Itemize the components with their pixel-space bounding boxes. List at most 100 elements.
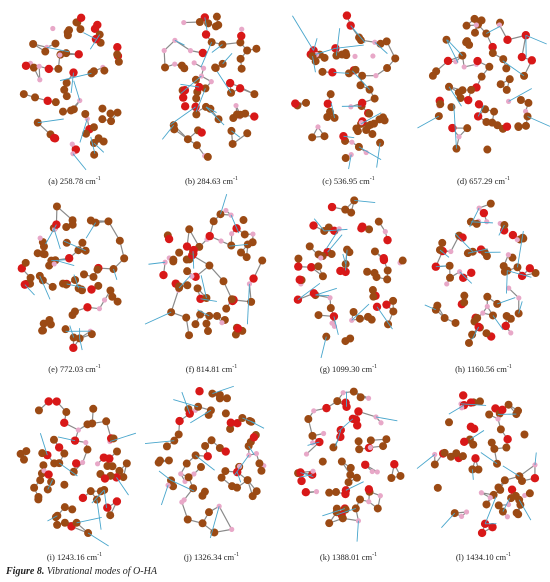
carbon-atom — [60, 449, 69, 458]
carbon-atom — [62, 78, 71, 87]
carbon-atom — [369, 292, 378, 301]
carbon-atom — [192, 141, 201, 150]
molecule-structure-h — [424, 199, 540, 347]
vibration-vector — [222, 53, 233, 65]
hydrogen-atom — [315, 124, 321, 130]
oxygen-atom — [44, 397, 53, 406]
carbon-atom — [329, 443, 338, 452]
carbon-atom — [258, 256, 267, 265]
mode-frequency: (d) 657.29 cm — [457, 175, 505, 186]
vibration-vector — [47, 515, 58, 522]
vibration-vector — [351, 303, 370, 321]
mode-frequency: (k) 1388.01 cm — [319, 551, 373, 562]
vibration-vector — [439, 249, 450, 258]
carbon-atom — [34, 495, 43, 504]
carbon-atom — [45, 315, 54, 324]
vibration-vector — [350, 25, 366, 43]
mode-panel-i: (i) 1243.16 cm-1 — [6, 380, 143, 563]
hydrogen-atom — [496, 22, 503, 28]
vibration-vector — [326, 228, 340, 249]
hydrogen-atom — [161, 47, 167, 54]
carbon-atom — [38, 449, 47, 458]
carbon-atom — [174, 430, 183, 439]
vibration-vector — [333, 72, 349, 74]
carbon-atom — [239, 216, 248, 225]
carbon-atom — [252, 44, 261, 53]
vibration-vector — [322, 508, 346, 517]
vibration-vector — [424, 304, 437, 311]
carbon-atom — [318, 457, 327, 466]
oxygen-atom — [328, 68, 337, 77]
carbon-atom — [21, 258, 30, 267]
hydrogen-atom — [229, 526, 235, 532]
displacement-vectors — [144, 194, 250, 325]
hydrogen-atom — [36, 63, 42, 69]
carbon-atom — [446, 273, 455, 282]
carbon-atom — [383, 275, 392, 284]
carbon-atom — [499, 55, 508, 64]
carbon-atom — [183, 267, 192, 276]
oxygen-atom — [383, 235, 392, 245]
carbon-atom — [205, 261, 214, 270]
carbon-atom — [106, 511, 115, 520]
hydrogen-atom — [218, 238, 224, 244]
carbon-atom — [374, 217, 383, 226]
vibration-vector — [376, 142, 381, 168]
vibration-vector — [345, 481, 364, 491]
carbon-atom — [81, 110, 90, 119]
hydrogen-atom — [478, 490, 484, 496]
oxygen-atom — [189, 245, 198, 255]
molecule-structure-b — [161, 12, 261, 161]
vibration-vector — [335, 429, 342, 447]
carbon-atom — [65, 26, 74, 35]
carbon-atom — [305, 242, 314, 251]
atoms — [291, 11, 400, 163]
carbon-atom — [83, 445, 92, 454]
carbon-atom — [19, 90, 28, 99]
hydrogen-atom — [463, 509, 470, 515]
carbon-atom — [36, 476, 45, 485]
hydrogen-atom — [378, 420, 384, 426]
carbon-atom — [98, 104, 107, 113]
vibration-vector — [453, 104, 457, 149]
carbon-atom — [463, 249, 472, 258]
carbon-atom — [524, 98, 533, 107]
atoms — [19, 13, 123, 159]
carbon-atom — [483, 145, 492, 154]
vibration-vector — [79, 118, 88, 143]
figure-caption-title: Vibrational modes of O-HA — [46, 566, 157, 577]
molecule-structure-f — [144, 194, 267, 340]
vibration-vector — [76, 517, 102, 524]
oxygen-atom — [530, 474, 540, 483]
hydrogen-atom — [200, 65, 207, 71]
hydrogen-atom — [340, 390, 346, 396]
vibration-vector — [477, 105, 485, 117]
vibration-vector — [320, 336, 327, 359]
oxygen-atom — [113, 42, 122, 52]
carbon-atom — [387, 473, 396, 482]
carbon-atom — [372, 273, 381, 282]
vibration-vector — [173, 399, 199, 408]
carbon-atom — [169, 482, 178, 491]
carbon-atom — [472, 219, 481, 228]
carbon-atom — [362, 125, 371, 134]
carbon-atom — [89, 404, 98, 413]
carbon-atom — [177, 61, 186, 70]
oxygen-atom — [178, 93, 188, 102]
vibration-vector — [480, 452, 498, 465]
carbon-atom — [207, 436, 216, 445]
vibration-vector — [335, 28, 341, 56]
carbon-atom — [363, 267, 372, 276]
carbon-atom — [436, 100, 445, 109]
oxygen-atom — [502, 122, 512, 131]
oxygen-atom — [52, 397, 61, 406]
vibration-vector — [45, 224, 57, 245]
carbon-atom — [202, 319, 211, 328]
vibration-vector — [66, 283, 86, 289]
carbon-atom — [440, 448, 449, 457]
oxygen-atom — [100, 474, 110, 483]
vibration-vector — [72, 153, 87, 171]
carbon-atom — [487, 438, 496, 447]
hydrogen-atom — [456, 134, 462, 140]
carbon-atom — [520, 430, 529, 439]
